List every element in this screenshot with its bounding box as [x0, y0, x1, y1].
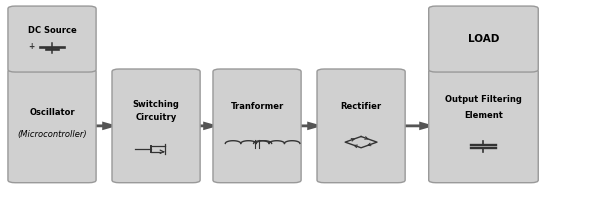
Text: Output Filtering: Output Filtering	[445, 95, 522, 104]
Polygon shape	[195, 122, 218, 130]
Text: Element: Element	[464, 110, 503, 120]
Text: DC Source: DC Source	[28, 26, 76, 35]
Polygon shape	[400, 122, 435, 130]
FancyBboxPatch shape	[317, 69, 405, 183]
Text: (Microcontroller): (Microcontroller)	[17, 130, 87, 139]
Polygon shape	[91, 122, 118, 130]
FancyBboxPatch shape	[8, 6, 96, 72]
Text: Tranformer: Tranformer	[230, 102, 284, 111]
Text: Switching: Switching	[133, 100, 179, 109]
Text: +: +	[29, 42, 35, 51]
FancyBboxPatch shape	[428, 6, 539, 72]
Text: Oscillator: Oscillator	[29, 108, 75, 117]
Polygon shape	[296, 122, 323, 130]
Text: Rectifier: Rectifier	[340, 102, 382, 111]
Polygon shape	[469, 62, 498, 72]
FancyBboxPatch shape	[8, 69, 96, 183]
FancyBboxPatch shape	[213, 69, 301, 183]
Polygon shape	[37, 69, 67, 77]
Text: Circuitry: Circuitry	[135, 113, 177, 122]
FancyBboxPatch shape	[428, 69, 539, 183]
Text: LOAD: LOAD	[468, 34, 499, 44]
FancyBboxPatch shape	[112, 69, 200, 183]
